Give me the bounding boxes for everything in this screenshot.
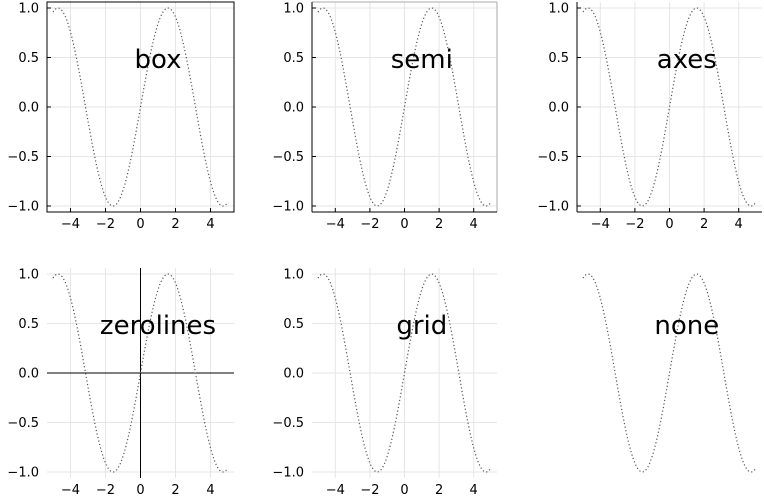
series-line-1 xyxy=(317,273,492,473)
y-tick-label: −1.0 xyxy=(7,466,39,481)
x-tick-label: 0 xyxy=(400,217,408,232)
y-tick-label: 0.0 xyxy=(18,101,39,116)
panel-title: semi xyxy=(391,45,453,75)
x-tick-label: −2 xyxy=(625,217,644,232)
x-tick-label: 4 xyxy=(470,483,478,498)
x-tick-label: 2 xyxy=(435,217,443,232)
x-tick-label: 4 xyxy=(206,217,214,232)
x-tick-label: 0 xyxy=(136,217,144,232)
x-tick-label: −4 xyxy=(326,483,345,498)
x-tick-label: −2 xyxy=(96,483,115,498)
y-tick-label: −0.5 xyxy=(7,416,39,431)
x-tick-label: −4 xyxy=(61,217,80,232)
series-line-1 xyxy=(582,273,757,473)
y-tick-label: 0.5 xyxy=(283,51,304,66)
x-tick-label: −4 xyxy=(61,483,80,498)
y-tick-label: 1.0 xyxy=(283,268,304,283)
y-tick-label: 0.0 xyxy=(548,101,569,116)
y-tick-label: −0.5 xyxy=(272,150,304,165)
x-tick-label: 2 xyxy=(171,483,179,498)
series-line-1 xyxy=(582,7,757,207)
x-tick-label: 4 xyxy=(735,217,743,232)
y-tick-label: 0.5 xyxy=(548,51,569,66)
panel-title: none xyxy=(654,311,719,341)
y-tick-label: −1.0 xyxy=(272,466,304,481)
y-tick-label: 0.5 xyxy=(18,51,39,66)
x-tick-label: 4 xyxy=(206,483,214,498)
panel-title: axes xyxy=(657,45,717,75)
y-tick-label: 0.5 xyxy=(18,317,39,332)
y-tick-label: −1.0 xyxy=(7,200,39,215)
x-tick-label: 2 xyxy=(700,217,708,232)
panel-title: zerolines xyxy=(100,311,216,341)
x-tick-label: −4 xyxy=(591,217,610,232)
y-tick-label: 0.0 xyxy=(283,367,304,382)
y-tick-label: 1.0 xyxy=(18,268,39,283)
panel-6: none xyxy=(582,273,757,473)
y-tick-label: −0.5 xyxy=(537,150,569,165)
series-line-1 xyxy=(52,7,229,207)
y-tick-label: −1.0 xyxy=(537,200,569,215)
x-tick-label: 4 xyxy=(470,217,478,232)
y-tick-label: 1.0 xyxy=(548,2,569,17)
panel-1: −4 −2 0 2 4 1.0 0.5 0.0 −0.5 −1.0 box xyxy=(7,1,235,232)
panel-4: −4 −2 0 2 4 1.0 0.5 0.0 −0.5 −1.0 zerolines xyxy=(7,268,234,498)
panel-title: grid xyxy=(396,311,447,341)
panel-3: −4 −2 0 2 4 1.0 0.5 0.0 −0.5 −1.0 axes xyxy=(537,2,762,232)
x-tick-label: −2 xyxy=(360,483,379,498)
panel-2: −4 −2 0 2 4 1.0 0.5 0.0 −0.5 −1.0 semi xyxy=(272,1,498,232)
series-line-1 xyxy=(317,7,492,207)
y-tick-label: 0.0 xyxy=(283,101,304,116)
y-tick-label: −0.5 xyxy=(7,150,39,165)
x-tick-label: −2 xyxy=(96,217,115,232)
x-tick-label: −2 xyxy=(360,217,379,232)
x-tick-label: −4 xyxy=(326,217,345,232)
series-line-1 xyxy=(52,273,229,473)
x-tick-label: 0 xyxy=(400,483,408,498)
y-tick-label: 0.5 xyxy=(283,317,304,332)
y-tick-label: 1.0 xyxy=(283,2,304,17)
x-tick-label: 2 xyxy=(171,217,179,232)
y-tick-label: 1.0 xyxy=(18,2,39,17)
panel-5: −4 −2 0 2 4 1.0 0.5 0.0 −0.5 −1.0 grid xyxy=(272,268,497,498)
x-tick-label: 0 xyxy=(665,217,673,232)
x-tick-label: 0 xyxy=(136,483,144,498)
x-tick-label: 2 xyxy=(435,483,443,498)
y-tick-label: 0.0 xyxy=(18,367,39,382)
y-tick-label: −1.0 xyxy=(272,200,304,215)
y-tick-label: −0.5 xyxy=(272,416,304,431)
panel-title: box xyxy=(135,45,182,75)
